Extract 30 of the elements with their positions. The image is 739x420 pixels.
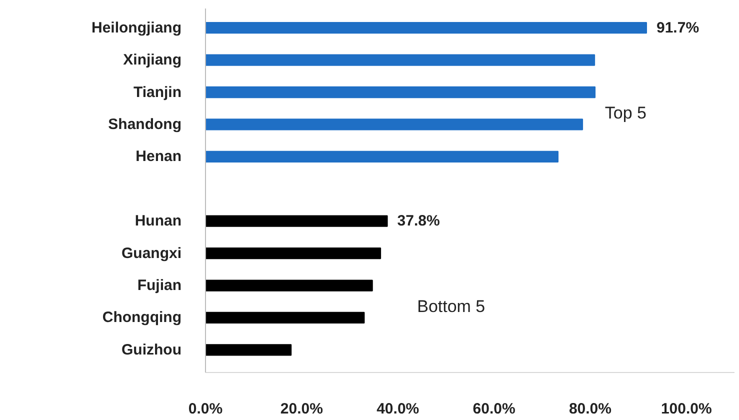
x-tick-label: 80.0% [568, 400, 612, 418]
y-tick-label: Chongqing [102, 309, 182, 326]
y-tick-label: Hunan [134, 212, 182, 230]
x-tick-label: 0.0% [188, 400, 223, 418]
annotation: Bottom 5 [417, 296, 486, 316]
bar [206, 215, 388, 227]
y-tick-label: Shandong [108, 116, 182, 133]
bar [206, 280, 373, 292]
y-tick-label: Fujian [137, 277, 182, 294]
y-tick-label: Guizhou [122, 341, 182, 358]
y-tick-label: Guangxi [121, 244, 182, 262]
y-tick-label: Heilongjiang [92, 19, 182, 36]
data-label: 37.8% [397, 212, 440, 230]
bar [206, 86, 596, 98]
annotation: Top 5 [604, 104, 646, 123]
bar [206, 118, 584, 130]
x-tick-label: 100.0% [660, 400, 712, 418]
bar [206, 248, 382, 260]
y-tick-label: Tianjin [133, 84, 182, 101]
x-tick-label: 40.0% [376, 400, 420, 418]
bar [206, 54, 596, 66]
x-tick-label: 20.0% [280, 400, 323, 418]
bar [206, 22, 647, 34]
bar [206, 150, 559, 162]
bar [206, 312, 365, 324]
bar [206, 344, 292, 356]
x-tick-label: 60.0% [472, 400, 516, 418]
data-label: 91.7% [656, 19, 700, 36]
y-tick-label: Xinjiang [123, 52, 182, 69]
y-tick-label: Henan [136, 148, 182, 166]
